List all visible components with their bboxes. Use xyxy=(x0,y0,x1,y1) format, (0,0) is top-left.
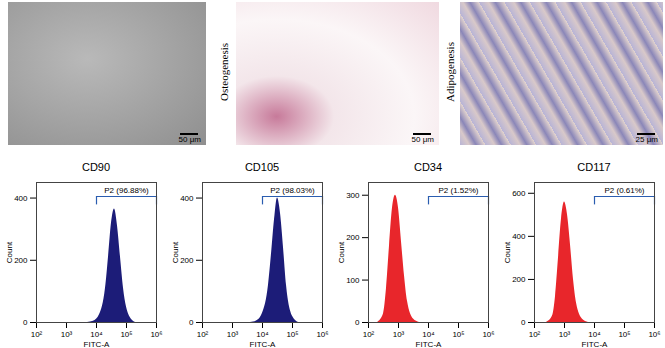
svg-text:200: 200 xyxy=(180,256,194,265)
svg-text:Count: Count xyxy=(5,241,14,263)
svg-text:Count: Count xyxy=(503,241,512,263)
svg-text:200: 200 xyxy=(512,275,526,284)
html-text:25 μm: 25 μm xyxy=(635,135,658,144)
svg-text:200: 200 xyxy=(14,256,28,265)
svg-text:Count: Count xyxy=(171,241,180,263)
svg-text:P2 (96.88%): P2 (96.88%) xyxy=(104,186,149,195)
svg-text:300: 300 xyxy=(346,191,360,200)
svg-text:10⁶: 10⁶ xyxy=(482,330,494,339)
svg-text:P2 (0.61%): P2 (0.61%) xyxy=(604,186,644,195)
svg-text:Count: Count xyxy=(337,241,346,263)
svg-text:10⁵: 10⁵ xyxy=(452,330,464,339)
svg-text:0: 0 xyxy=(355,318,360,327)
svg-text:10³: 10³ xyxy=(227,330,239,339)
svg-text:10⁵: 10⁵ xyxy=(618,330,630,339)
svg-text:10⁶: 10⁶ xyxy=(648,330,660,339)
svg-text:0: 0 xyxy=(521,318,526,327)
svg-text:400: 400 xyxy=(512,232,526,241)
svg-text:FITC-A: FITC-A xyxy=(582,340,608,348)
svg-text:10³: 10³ xyxy=(393,330,405,339)
svg-text:P2 (1.52%): P2 (1.52%) xyxy=(438,186,478,195)
svg-text:400: 400 xyxy=(14,194,28,203)
svg-text:10³: 10³ xyxy=(61,330,73,339)
svg-text:FITC-A: FITC-A xyxy=(250,340,276,348)
svg-text:10²: 10² xyxy=(363,330,375,339)
html-text:CD34: CD34 xyxy=(413,161,443,173)
svg-text:100: 100 xyxy=(346,276,360,285)
svg-text:P2 (98.03%): P2 (98.03%) xyxy=(270,186,315,195)
svg-text:10⁴: 10⁴ xyxy=(422,330,435,339)
html-text:CD105: CD105 xyxy=(244,161,280,173)
html-text:50 μm: 50 μm xyxy=(411,135,434,144)
svg-text:0: 0 xyxy=(23,318,28,327)
html-text:CD90: CD90 xyxy=(81,161,111,173)
svg-text:10³: 10³ xyxy=(559,330,571,339)
svg-text:10⁴: 10⁴ xyxy=(588,330,601,339)
svg-text:10⁶: 10⁶ xyxy=(316,330,328,339)
html-text:Adipogenesis: Adipogenesis xyxy=(444,42,456,102)
svg-text:FITC-A: FITC-A xyxy=(84,340,110,348)
svg-text:10²: 10² xyxy=(197,330,209,339)
html-text:Osteogenesis: Osteogenesis xyxy=(218,43,230,101)
svg-text:0: 0 xyxy=(189,318,194,327)
svg-text:10²: 10² xyxy=(529,330,541,339)
svg-text:10⁴: 10⁴ xyxy=(256,330,269,339)
svg-text:600: 600 xyxy=(512,189,526,198)
svg-text:10⁵: 10⁵ xyxy=(120,330,132,339)
svg-text:10⁴: 10⁴ xyxy=(90,330,103,339)
svg-text:10⁵: 10⁵ xyxy=(286,330,298,339)
svg-text:400: 400 xyxy=(180,194,194,203)
svg-text:FITC-A: FITC-A xyxy=(416,340,442,348)
svg-text:10⁶: 10⁶ xyxy=(150,330,162,339)
html-text:CD117: CD117 xyxy=(577,161,611,173)
svg-text:10²: 10² xyxy=(31,330,43,339)
svg-text:200: 200 xyxy=(346,233,360,242)
html-text:50 μm: 50 μm xyxy=(178,135,201,144)
